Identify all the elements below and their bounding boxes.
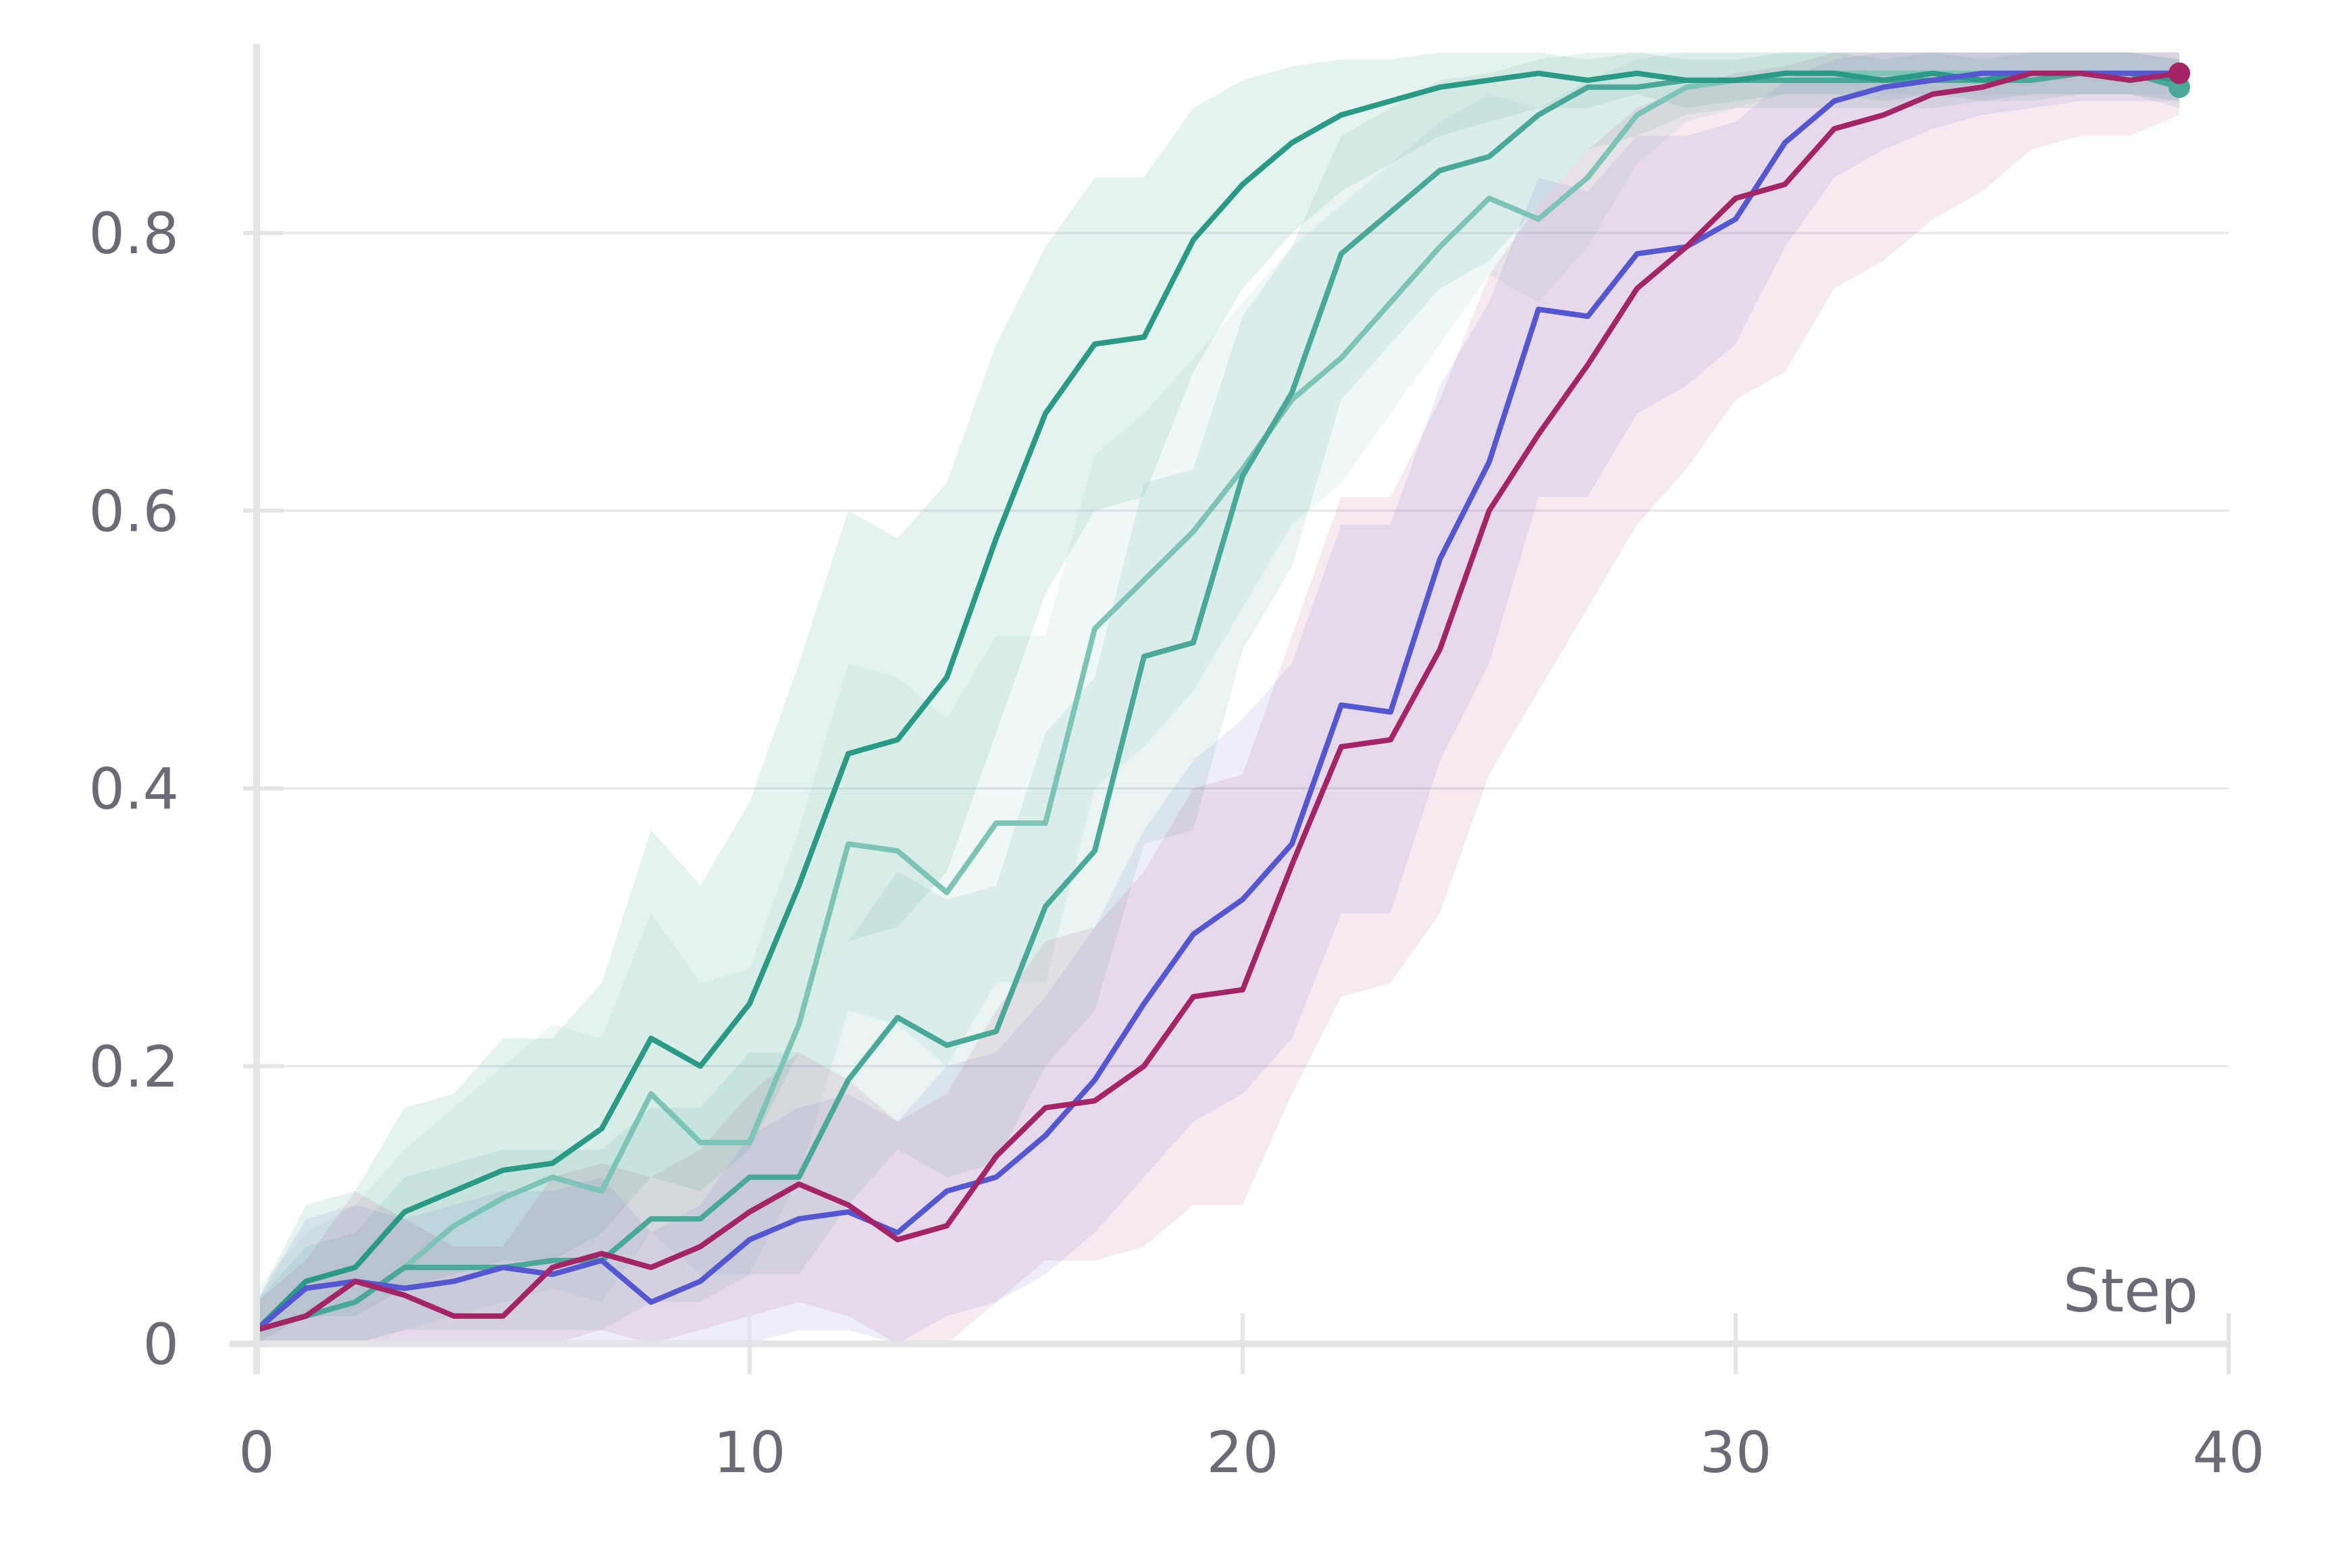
series-line-teal-light bbox=[254, 70, 2182, 1333]
x-tick-label: 30 bbox=[1700, 1419, 1772, 1486]
y-tick-label: 0.4 bbox=[88, 756, 179, 822]
y-tick-label: 0.6 bbox=[88, 478, 179, 544]
x-tick-label: 0 bbox=[238, 1419, 274, 1486]
axes: 0 0.2 0.4 0.6 0.8 0 10 20 30 40 bbox=[88, 44, 2264, 1486]
series-line-magenta bbox=[254, 70, 2182, 1333]
end-markers bbox=[2169, 62, 2190, 99]
series-line-teal-dark bbox=[254, 70, 2182, 1333]
series-line-blue bbox=[254, 70, 2182, 1333]
y-tick-label: 0.2 bbox=[88, 1034, 179, 1100]
x-axis-title: Step bbox=[2063, 1256, 2198, 1326]
gridlines bbox=[243, 232, 2229, 1068]
confidence-bands bbox=[257, 52, 2179, 1344]
band-magenta bbox=[257, 52, 2179, 1344]
y-tick-label: 0 bbox=[143, 1311, 179, 1378]
end-marker-magenta bbox=[2169, 62, 2190, 84]
x-tick-label: 10 bbox=[714, 1419, 786, 1486]
x-tick-label: 20 bbox=[1207, 1419, 1279, 1486]
band-blue bbox=[257, 52, 2179, 1344]
x-tick-label: 40 bbox=[2193, 1419, 2265, 1486]
band-teal-mid bbox=[257, 52, 2179, 1344]
y-tick-label: 0.8 bbox=[88, 201, 179, 267]
series-lines bbox=[254, 70, 2182, 1333]
